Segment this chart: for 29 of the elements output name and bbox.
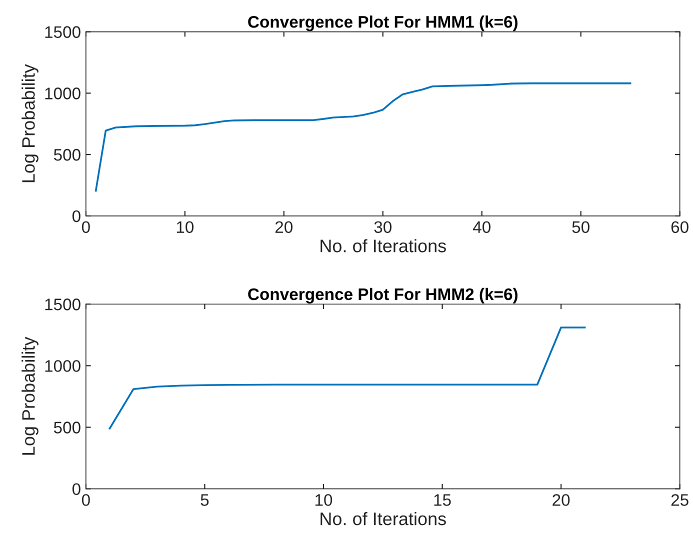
- y-tick-label: 1000: [45, 88, 80, 100]
- x-tick-label: 40: [472, 221, 490, 234]
- y-axis-title: Log Probability: [22, 336, 38, 455]
- y-axis-title: Log Probability: [22, 64, 38, 182]
- x-tick-label: 50: [572, 221, 590, 234]
- x-tick-label: 0: [82, 494, 90, 506]
- y-tick-label: 1000: [45, 360, 80, 372]
- x-tick-label: 10: [176, 221, 194, 234]
- x-tick-label: 60: [671, 221, 688, 234]
- y-tick-label: 1500: [45, 26, 80, 38]
- chart-title: Convergence Plot For HMM1 (k=6): [248, 16, 518, 32]
- x-tick-label: 20: [552, 494, 570, 506]
- x-tick-label: 15: [434, 494, 451, 506]
- y-tick-label: 0: [72, 210, 80, 222]
- x-axis-title: No. of Iterations: [320, 512, 446, 526]
- x-tick-label: 5: [200, 494, 209, 506]
- y-tick-label: 0: [72, 483, 80, 496]
- x-tick-label: 10: [315, 494, 332, 506]
- y-tick-label: 1500: [45, 298, 80, 310]
- y-tick-label: 500: [54, 422, 80, 434]
- x-axis-title: No. of Iterations: [320, 239, 446, 252]
- x-tick-label: 20: [275, 221, 293, 234]
- x-tick-label: 0: [82, 221, 90, 234]
- x-tick-label: 30: [374, 221, 392, 234]
- chart-title: Convergence Plot For HMM2 (k=6): [248, 288, 518, 304]
- y-tick-label: 500: [54, 148, 80, 161]
- line-series: [94, 82, 632, 192]
- x-tick-label: 25: [671, 494, 688, 506]
- line-series: [108, 326, 586, 430]
